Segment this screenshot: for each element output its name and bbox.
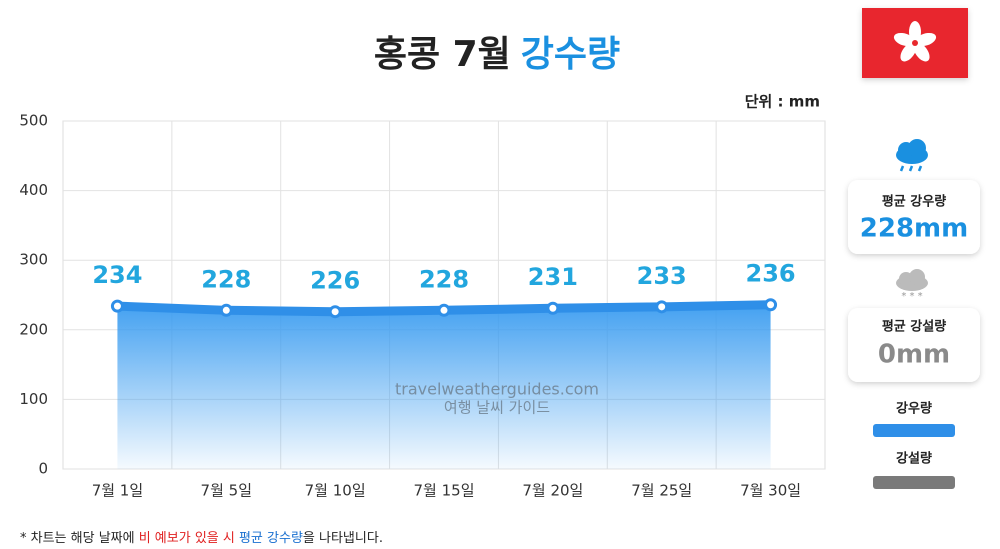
watermark: travelweatherguides.com — [395, 380, 599, 399]
summary-card — [848, 180, 980, 254]
summary-value: 228mm — [860, 214, 968, 244]
data-label: 226 — [310, 267, 360, 295]
data-label: 236 — [746, 260, 796, 288]
y-tick-label: 300 — [19, 251, 48, 269]
y-tick-label: 0 — [38, 460, 48, 478]
footnote: * 차트는 해당 날짜에 비 예보가 있을 시 평균 강수량을 나타냅니다. — [20, 531, 383, 546]
y-tick-label: 400 — [19, 181, 48, 199]
x-tick-label: 7월 25일 — [631, 482, 692, 500]
area — [117, 304, 771, 469]
unit-label: 단위 : mm — [745, 93, 820, 111]
y-tick-label: 100 — [19, 390, 48, 408]
chart-title: 홍콩 7월 강수량 — [374, 34, 620, 75]
point — [437, 303, 451, 317]
point — [219, 303, 233, 317]
data-label: 233 — [637, 262, 687, 290]
x-tick-label: 7월 20일 — [522, 482, 583, 500]
data-label: 228 — [201, 265, 251, 293]
data-label: 234 — [92, 261, 142, 289]
legend-swatch — [873, 476, 955, 489]
footnote-text: * 차트는 해당 날짜에 — [20, 531, 139, 546]
footnote-text: 비 예보가 있을 시 — [139, 531, 235, 546]
y-tick-label: 500 — [19, 112, 48, 130]
x-tick-label: 7월 1일 — [92, 482, 143, 500]
legend-swatch — [873, 424, 955, 437]
data-label: 228 — [419, 265, 469, 293]
point — [328, 305, 342, 319]
summary-card — [848, 308, 980, 382]
x-tick-label: 7월 30일 — [740, 482, 801, 500]
flag — [862, 8, 968, 78]
x-tick-label: 7월 10일 — [305, 482, 366, 500]
data-label: 231 — [528, 263, 578, 291]
summary-value: 0mm — [878, 340, 950, 370]
point — [110, 299, 124, 313]
summary-title: 평균 강우량 — [882, 194, 946, 210]
legend-label: 강우량 — [896, 401, 932, 417]
point — [764, 298, 778, 312]
x-tick-label: 7월 15일 — [414, 482, 475, 500]
x-tick-label: 7월 5일 — [201, 482, 252, 500]
y-tick-label: 200 — [19, 320, 48, 338]
point — [655, 300, 669, 314]
footnote-text: 을 나타냅니다. — [303, 531, 383, 546]
summary-title: 평균 강설량 — [882, 319, 946, 335]
svg-text:* * *: * * * — [901, 291, 922, 302]
title-text: 홍콩 7월 — [374, 34, 511, 75]
watermark: 여행 날씨 가이드 — [444, 399, 550, 417]
plot: 0 100 200 300 400 500 7월 1일 7월 5일 7월 10일 7월 15일 7월… — [19, 112, 826, 500]
rain-icon — [896, 139, 928, 172]
title-highlight: 강수량 — [521, 34, 620, 75]
legend-label: 강설량 — [896, 451, 932, 467]
point — [546, 301, 560, 315]
snow-icon: * * * — [896, 269, 928, 302]
footnote-text: 평균 강수량 — [235, 531, 303, 546]
